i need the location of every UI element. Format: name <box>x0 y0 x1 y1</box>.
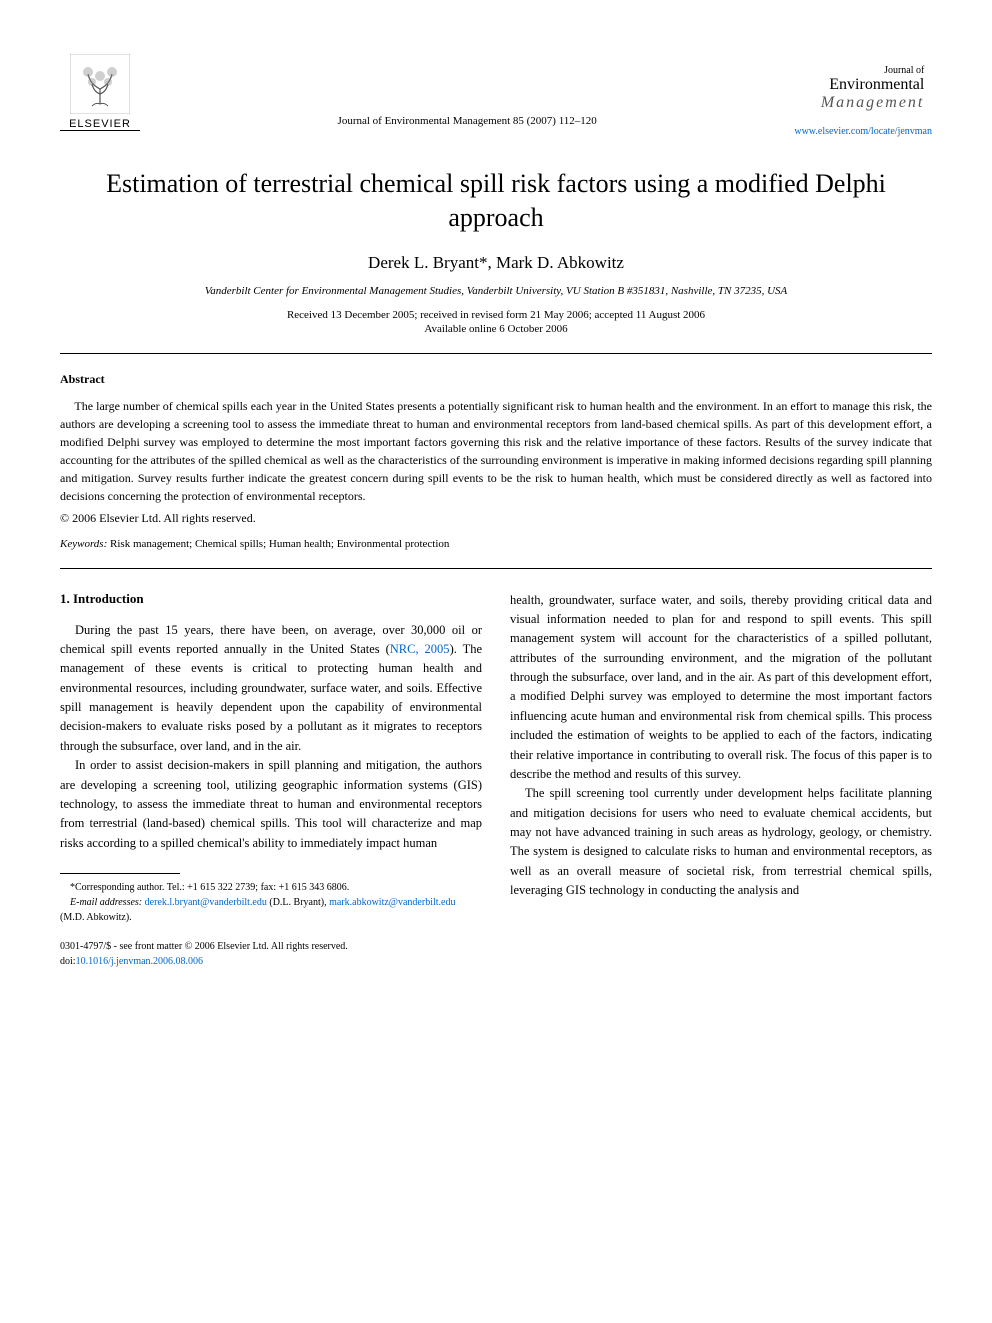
journal-url-link[interactable]: www.elsevier.com/locate/jenvman <box>794 126 932 137</box>
keywords-line: Keywords: Risk management; Chemical spil… <box>60 538 932 550</box>
doi-line: doi:10.1016/j.jenvman.2006.08.006 <box>60 954 482 969</box>
article-dates-line2: Available online 6 October 2006 <box>60 323 932 335</box>
publisher-block: ELSEVIER <box>60 40 140 137</box>
abstract-copyright: © 2006 Elsevier Ltd. All rights reserved… <box>60 511 932 526</box>
divider <box>60 130 140 131</box>
body-paragraph: During the past 15 years, there have bee… <box>60 621 482 757</box>
body-paragraph: The spill screening tool currently under… <box>510 784 932 900</box>
footnote-divider <box>60 873 180 874</box>
doi-label: doi: <box>60 956 76 967</box>
header-row: ELSEVIER Journal of Environmental Manage… <box>60 40 932 137</box>
authors: Derek L. Bryant*, Mark D. Abkowitz <box>60 253 932 273</box>
journal-cover: Journal of Environmental Management <box>794 65 924 112</box>
email-suffix: (D.L. Bryant), <box>267 897 327 908</box>
email-link[interactable]: mark.abkowitz@vanderbilt.edu <box>329 897 455 908</box>
email-suffix: (M.D. Abkowitz). <box>60 912 132 923</box>
divider <box>60 568 932 569</box>
elsevier-tree-icon <box>70 54 130 114</box>
column-right: health, groundwater, surface water, and … <box>510 591 932 970</box>
abstract-heading: Abstract <box>60 372 932 387</box>
section-heading-intro: 1. Introduction <box>60 591 482 607</box>
issn-line: 0301-4797/$ - see front matter © 2006 El… <box>60 939 482 954</box>
email-label: E-mail addresses: <box>70 897 142 908</box>
journal-name-line1: Journal of <box>794 65 924 76</box>
corresponding-author-footnote: *Corresponding author. Tel.: +1 615 322 … <box>60 880 482 895</box>
article-title: Estimation of terrestrial chemical spill… <box>60 167 932 235</box>
doi-link[interactable]: 10.1016/j.jenvman.2006.08.006 <box>76 956 204 967</box>
body-paragraph: In order to assist decision-makers in sp… <box>60 756 482 853</box>
journal-citation: Journal of Environmental Management 85 (… <box>140 115 794 137</box>
affiliation: Vanderbilt Center for Environmental Mana… <box>60 285 932 297</box>
divider <box>60 353 932 354</box>
body-paragraph: health, groundwater, surface water, and … <box>510 591 932 785</box>
journal-name-line3: Management <box>794 94 924 112</box>
journal-cover-block: Journal of Environmental Management www.… <box>794 65 932 137</box>
paragraph-text: ). The management of these events is cri… <box>60 642 482 753</box>
keywords-text: Risk management; Chemical spills; Human … <box>107 538 449 550</box>
publisher-name: ELSEVIER <box>69 118 131 130</box>
email-link[interactable]: derek.l.bryant@vanderbilt.edu <box>145 897 267 908</box>
elsevier-logo: ELSEVIER <box>60 40 140 130</box>
issn-doi-block: 0301-4797/$ - see front matter © 2006 El… <box>60 939 482 969</box>
email-footnote: E-mail addresses: derek.l.bryant@vanderb… <box>60 895 482 925</box>
column-left: 1. Introduction During the past 15 years… <box>60 591 482 970</box>
keywords-label: Keywords: <box>60 538 107 550</box>
citation-link[interactable]: NRC, 2005 <box>390 642 450 656</box>
journal-name-line2: Environmental <box>794 76 924 94</box>
abstract-text: The large number of chemical spills each… <box>60 397 932 505</box>
two-column-body: 1. Introduction During the past 15 years… <box>60 591 932 970</box>
article-dates-line1: Received 13 December 2005; received in r… <box>60 309 932 321</box>
